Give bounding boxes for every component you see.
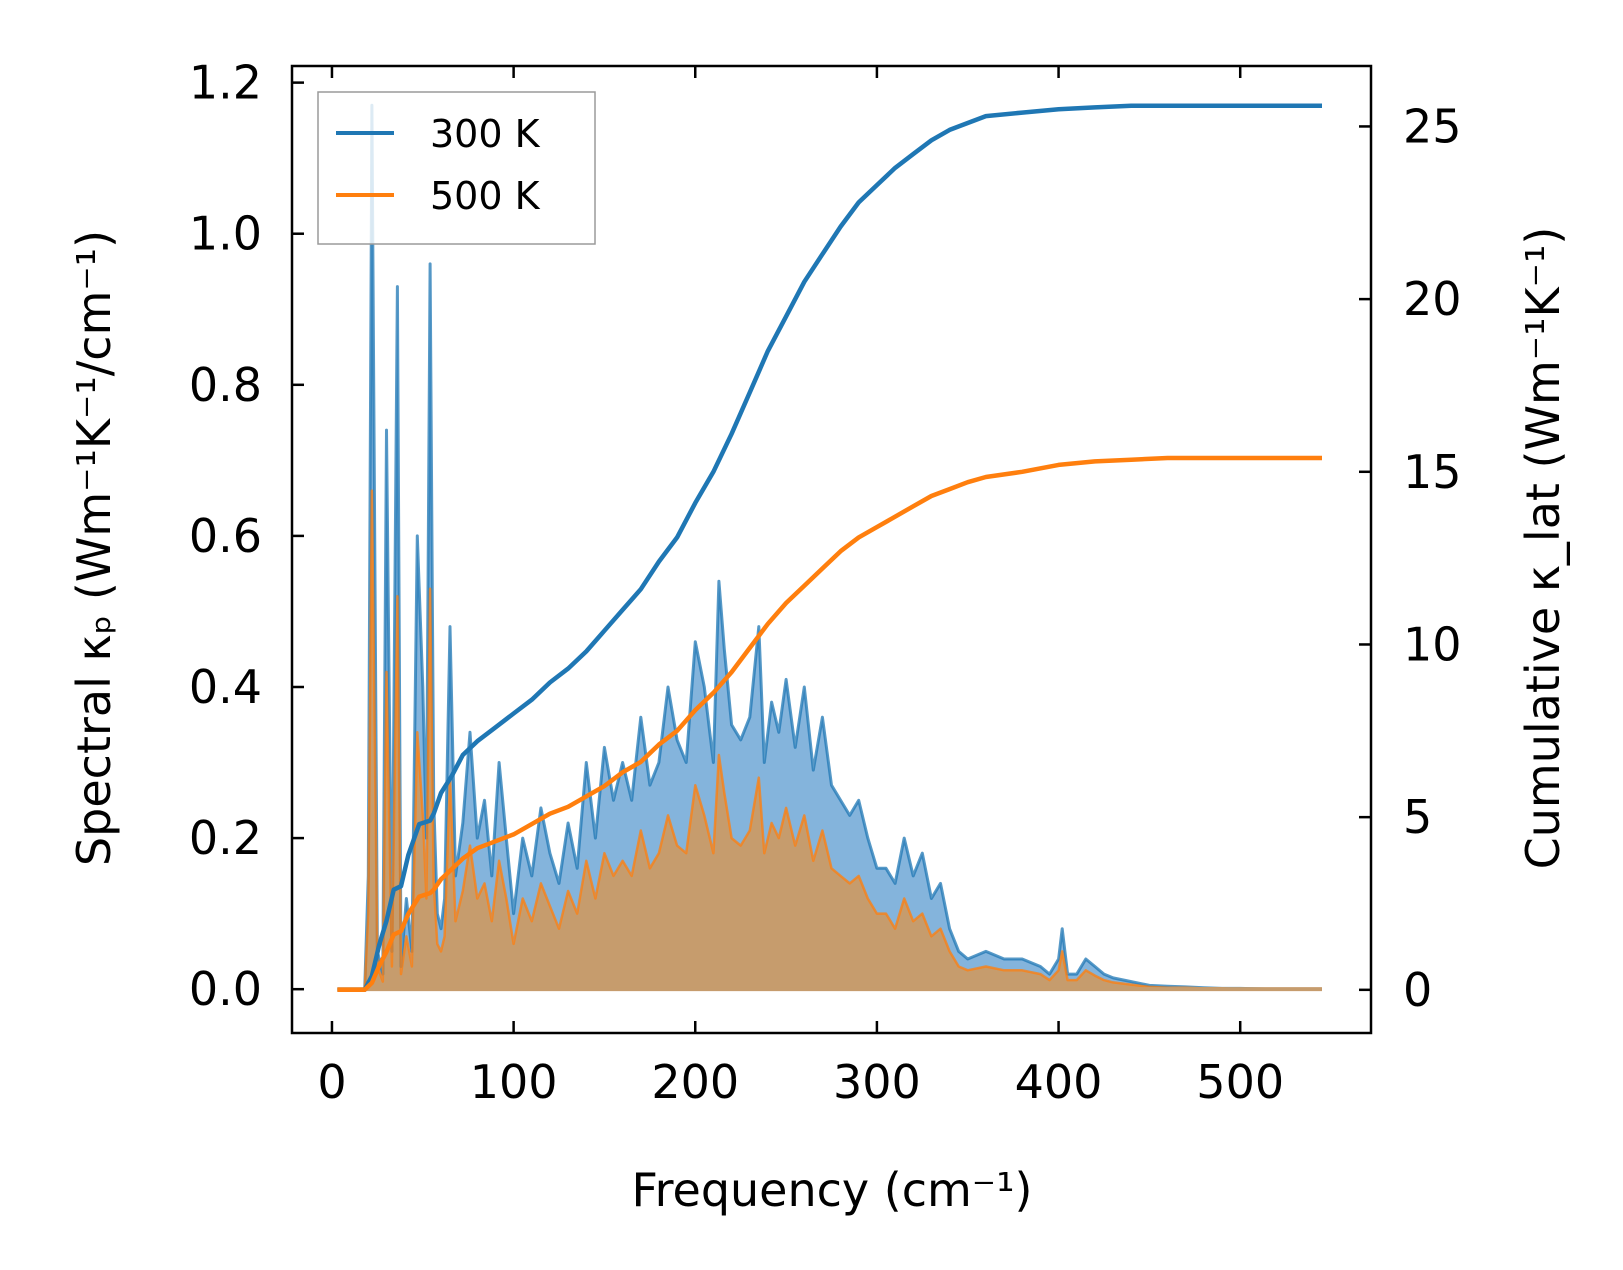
x-tick-label: 0	[317, 1055, 346, 1109]
y-left-tick-label: 0.4	[189, 660, 262, 714]
y-right-tick-label: 20	[1403, 272, 1462, 326]
x-axis-title: Frequency (cm⁻¹)	[632, 1163, 1033, 1217]
y-left-tick-labels: 0.0 0.2 0.4 0.6 0.8 1.0 1.2	[189, 56, 262, 1017]
spectral-line-300-k	[337, 103, 1322, 991]
y-right-tick-label: 5	[1403, 790, 1432, 844]
y-right-axis-title: Cumulative κ_lat (Wm⁻¹K⁻¹)	[1516, 227, 1570, 870]
data-lines	[337, 103, 1322, 993]
y-right-tick-label: 10	[1403, 617, 1462, 671]
y-right-tick-labels: 0 5 10 15 20 25	[1403, 99, 1462, 1016]
x-tick-labels: 0 100 200 300 400 500	[317, 1055, 1284, 1109]
x-tick-label: 200	[651, 1055, 739, 1109]
legend-box	[317, 91, 596, 245]
y-left-tick-label: 0.8	[189, 358, 262, 412]
y-right-tick-label: 25	[1403, 99, 1462, 153]
y-right-tick-label: 15	[1403, 445, 1462, 499]
y-left-tick-label: 1.0	[189, 207, 262, 261]
axis-ticks	[292, 66, 1371, 1033]
x-tick-label: 500	[1196, 1055, 1284, 1109]
plot-frame	[290, 64, 1373, 1035]
spectral-line-500-k	[337, 489, 1322, 991]
legend: 300 K 500 K	[317, 91, 596, 245]
x-tick-label: 300	[833, 1055, 921, 1109]
cumulative-line-300-k	[337, 103, 1322, 993]
cumulative-line-500-k	[337, 455, 1322, 993]
legend-label-300k: 300 K	[430, 112, 541, 156]
y-left-tick-label: 0.2	[189, 811, 262, 865]
y-left-axis-title: Spectral κₚ (Wm⁻¹K⁻¹/cm⁻¹)	[67, 230, 121, 866]
x-tick-label: 100	[470, 1055, 558, 1109]
x-tick-label: 400	[1015, 1055, 1103, 1109]
y-right-tick-label: 0	[1403, 963, 1432, 1017]
y-left-tick-label: 1.2	[189, 56, 262, 110]
legend-label-500k: 500 K	[430, 174, 541, 218]
y-left-tick-label: 0.0	[189, 962, 262, 1016]
y-left-tick-label: 0.6	[189, 509, 262, 563]
